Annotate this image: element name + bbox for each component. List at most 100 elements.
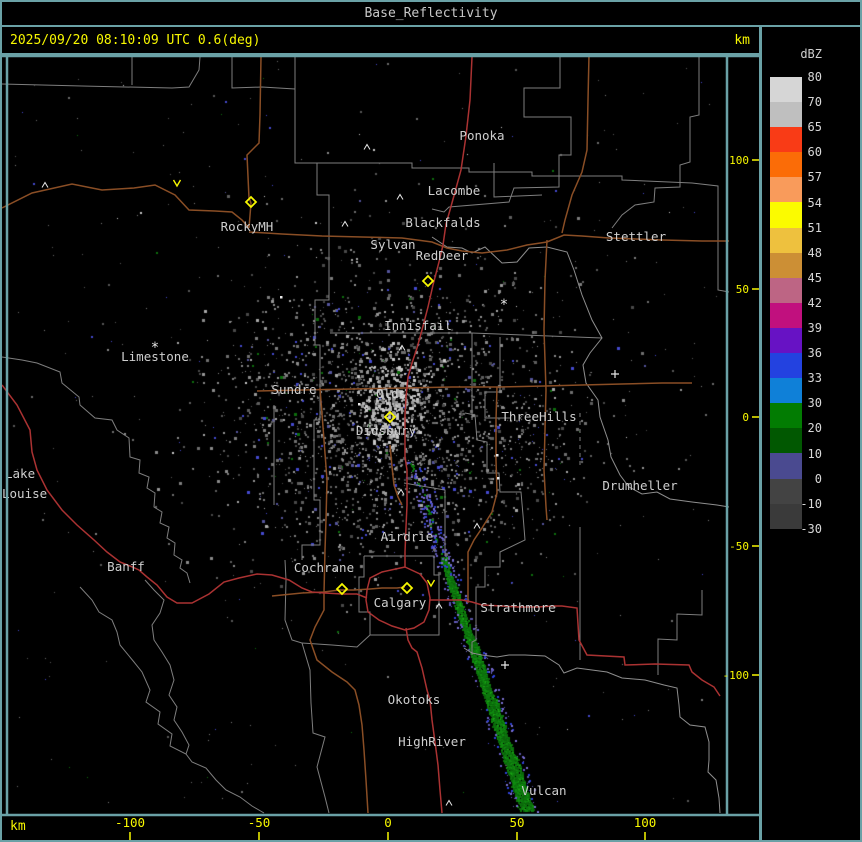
county-boundary-line xyxy=(284,559,330,814)
y-axis-tick-label: 100 xyxy=(729,154,749,167)
colorbar-blocks xyxy=(770,77,802,529)
colorbar-tick-label: 45 xyxy=(807,270,822,285)
colorbar-tick-label: 65 xyxy=(807,120,822,135)
county-boundary-line xyxy=(2,56,201,89)
x-axis-tick-label: -100 xyxy=(115,815,145,830)
caret-marker-icon xyxy=(398,344,406,351)
city-label: Sundre xyxy=(271,382,316,397)
x-axis-tick-label: 100 xyxy=(634,815,657,830)
y-axis-tick-label: 50 xyxy=(736,283,749,296)
highway-brown-line xyxy=(467,386,498,603)
highway-brown-line xyxy=(561,55,590,234)
city-label: Louise xyxy=(2,486,47,501)
colorbar-tick-label: 48 xyxy=(807,245,822,260)
county-boundary-line xyxy=(403,482,446,556)
city-label: RockyMH xyxy=(221,219,274,234)
colorbar-block xyxy=(770,227,802,253)
county-boundary-line xyxy=(611,55,700,229)
highway-red-line xyxy=(2,384,368,604)
colorbar-tick-label: 70 xyxy=(807,95,822,110)
colorbar-tick-label: 30 xyxy=(807,396,822,411)
county-boundary-line xyxy=(144,579,190,755)
caret-marker-icon xyxy=(445,799,453,806)
colorbar-tick-label: 60 xyxy=(807,145,822,160)
colorbar-unit-label: dBZ xyxy=(800,47,822,61)
x-axis-tick-label: -50 xyxy=(248,815,271,830)
colorbar-block xyxy=(770,202,802,228)
caret-marker-icon xyxy=(473,522,481,529)
y-axis-tick-label: 0 xyxy=(742,411,749,424)
county-boundary-line xyxy=(493,163,543,198)
city-label: Olds xyxy=(376,386,406,401)
city-label: ThreeHills xyxy=(501,409,576,424)
colorbar-block xyxy=(770,77,802,103)
colorbar-block xyxy=(770,302,802,328)
caret-marker-icon xyxy=(363,143,371,150)
city-label: Banff xyxy=(107,559,145,574)
county-boundary-line xyxy=(301,634,371,648)
colorbar-tick-label: -30 xyxy=(800,521,822,536)
colorbar-panel: dBZ 80 70 65 60 57 54 51 48 45 42 39 36 33 30 20 10 0 -10… xyxy=(762,27,860,840)
city-label: Ponoka xyxy=(459,128,504,143)
radar-site-diamond-icon xyxy=(383,410,397,424)
colorbar-tick-label: 42 xyxy=(807,295,822,310)
window-title: Base_Reflectivity xyxy=(2,2,860,27)
city-label: Vulcan xyxy=(521,783,566,798)
county-boundary-line xyxy=(431,55,572,213)
county-boundary-line xyxy=(464,412,526,655)
county-boundary-line xyxy=(294,57,730,293)
colorbar-block xyxy=(770,378,802,404)
city-label: Okotoks xyxy=(388,692,441,707)
highway-brown-line xyxy=(256,382,692,392)
highway-brown-line xyxy=(271,586,406,597)
colorbar-block xyxy=(770,277,802,303)
y-axis-tick-label: -100 xyxy=(723,669,750,682)
y-axis-tick-label: -50 xyxy=(729,540,749,553)
city-label: Lake xyxy=(5,466,35,481)
town-dot-icon xyxy=(497,477,500,480)
colorbar-tick-label: 33 xyxy=(807,371,822,386)
town-dot-icon xyxy=(280,296,283,299)
city-label: Calgary xyxy=(374,595,427,610)
city-label: Strathmore xyxy=(480,600,555,615)
caret-marker-icon xyxy=(341,220,349,227)
city-label: Cochrane xyxy=(294,560,354,575)
status-bar: 2025/09/20 08:10:09 UTC 0.6(deg) km xyxy=(2,27,760,55)
scan-timestamp: 2025/09/20 08:10:09 UTC 0.6(deg) xyxy=(10,33,261,48)
colorbar-block xyxy=(770,403,802,429)
county-boundary-line xyxy=(657,590,703,675)
highway-red-line xyxy=(430,599,721,697)
city-label: Drumheller xyxy=(602,478,678,493)
colorbar-tick-label: 57 xyxy=(807,170,822,185)
county-boundary-line xyxy=(231,57,296,90)
city-label: Sylvan xyxy=(370,237,415,252)
x-axis-tick-label: 0 xyxy=(384,815,392,830)
colorbar-block xyxy=(770,127,802,153)
colorbar-tick-label: 54 xyxy=(807,195,822,210)
city-label: RedDeer xyxy=(416,248,469,263)
colorbar-block xyxy=(770,177,802,203)
city-label: Didsbury xyxy=(356,423,417,438)
highway-red-line xyxy=(404,56,473,567)
highway-brown-line xyxy=(2,183,250,229)
radar-site-diamond-icon xyxy=(244,195,258,209)
radar-site-diamond-icon xyxy=(400,581,414,595)
colorbar-tick-label: 80 xyxy=(807,70,822,84)
colorbar-block xyxy=(770,152,802,178)
map-frame xyxy=(2,55,760,817)
wind-v-marker-icon xyxy=(426,579,436,588)
radar-map-area[interactable]: Ponoka Lacombe Blackfalds Sylvan RedDeer Stet… xyxy=(2,55,760,840)
city-label: HighRiver xyxy=(398,734,466,749)
colorbar-tick-label: 39 xyxy=(807,321,822,335)
city-label: Blackfalds xyxy=(405,215,480,230)
county-boundary-line xyxy=(330,332,603,339)
asterisk-marker-icon: * xyxy=(500,297,508,313)
plus-marker-icon xyxy=(501,661,509,669)
caret-marker-icon xyxy=(396,193,404,200)
colorbar-block xyxy=(770,353,802,379)
city-label: Innisfail xyxy=(384,318,452,333)
county-boundary-line xyxy=(301,163,330,560)
highway-brown-line xyxy=(389,444,403,506)
